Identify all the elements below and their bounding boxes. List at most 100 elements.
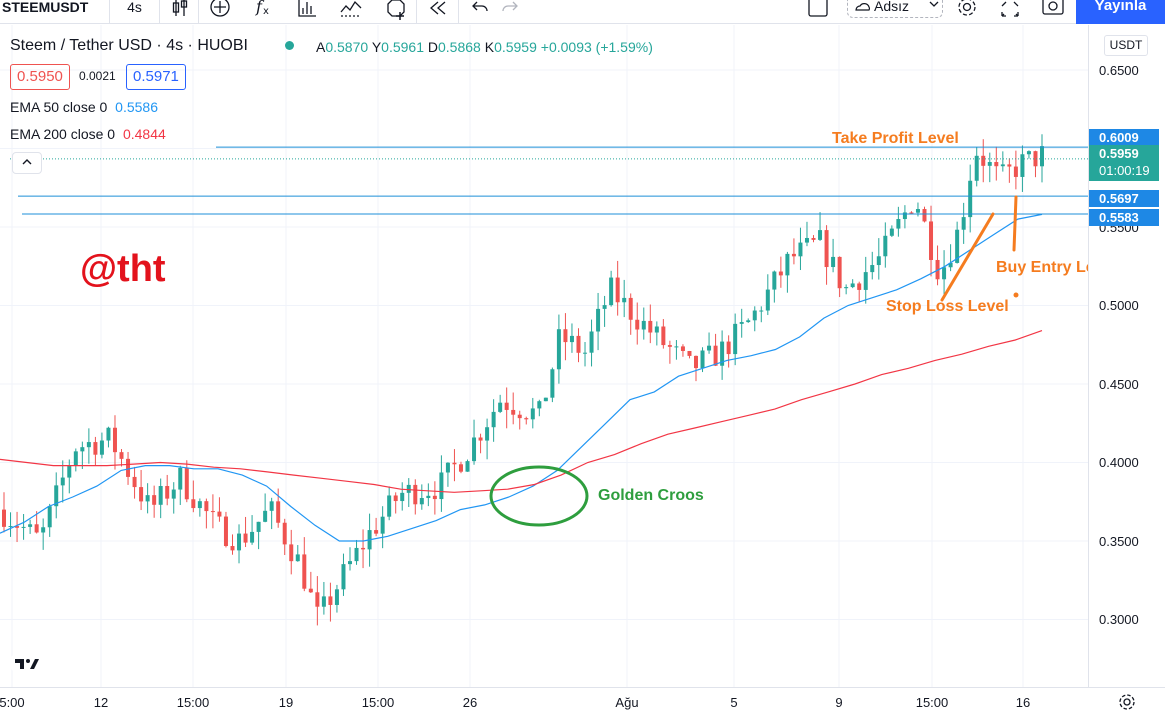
candle xyxy=(106,427,111,441)
candle xyxy=(844,287,849,289)
time-tick: 19 xyxy=(278,695,294,710)
time-tick: 9 xyxy=(835,695,843,710)
add-alert-icon[interactable] xyxy=(376,0,416,24)
candle xyxy=(700,350,705,369)
entry-arrow xyxy=(1012,195,1018,252)
sell-price-button[interactable]: 0.5950 xyxy=(10,64,70,90)
collapse-legend-button[interactable] xyxy=(12,152,42,174)
ema200-legend[interactable]: EMA 200 close 0 0.4844 xyxy=(10,126,166,142)
snapshot-icon[interactable] xyxy=(1033,0,1073,24)
candle xyxy=(850,283,855,288)
candle xyxy=(1040,146,1044,167)
candles-icon[interactable] xyxy=(160,0,200,24)
buy-price-button[interactable]: 0.5971 xyxy=(126,64,186,90)
candle xyxy=(955,229,960,263)
time-tick: 5 xyxy=(730,695,738,710)
time-tick: 15:00 xyxy=(361,695,395,710)
symbol-search-button[interactable]: STEEMUSDT xyxy=(0,0,110,24)
candle xyxy=(86,442,91,448)
undo-icon[interactable] xyxy=(460,0,500,24)
layout-name-button[interactable]: Adsız xyxy=(847,0,943,18)
layout-icon[interactable] xyxy=(798,0,838,24)
settings-icon[interactable] xyxy=(1117,692,1137,716)
candle xyxy=(641,320,646,330)
candle xyxy=(746,320,751,323)
high-value: 0.5961 xyxy=(381,39,424,55)
stop-loss-arrow xyxy=(940,212,995,302)
candle xyxy=(491,411,496,428)
candle xyxy=(961,217,966,230)
price-tick: 0.6500 xyxy=(1099,63,1139,78)
candle xyxy=(54,485,59,507)
candle xyxy=(2,509,6,527)
candle xyxy=(1026,151,1031,155)
candle xyxy=(889,228,894,236)
candle xyxy=(80,447,85,452)
candle xyxy=(635,319,640,330)
candle xyxy=(8,526,13,528)
annotation-dot xyxy=(1013,292,1019,298)
replay-icon[interactable] xyxy=(418,0,458,24)
candle xyxy=(909,212,914,214)
candle xyxy=(178,467,183,490)
candle xyxy=(1007,164,1012,167)
ema50-legend[interactable]: EMA 50 close 0 0.5586 xyxy=(10,99,158,115)
time-axis[interactable] xyxy=(0,687,1165,716)
ema50-value: 0.5586 xyxy=(115,99,158,115)
price-axis[interactable] xyxy=(1088,25,1165,687)
candle xyxy=(530,408,535,420)
candle xyxy=(667,345,672,347)
candle xyxy=(348,561,352,565)
candle xyxy=(583,352,588,354)
candle xyxy=(432,495,437,500)
candle xyxy=(334,589,339,605)
candle xyxy=(818,230,823,240)
candle xyxy=(250,531,255,543)
ema50-line xyxy=(0,213,1043,542)
candle xyxy=(733,323,738,355)
add-indicator-icon[interactable] xyxy=(200,0,240,24)
bar-countdown: 01:00:19 xyxy=(1099,163,1150,178)
ema50-label: EMA 50 close 0 xyxy=(10,99,108,115)
candle xyxy=(445,462,450,473)
price-tick: 0.4000 xyxy=(1099,455,1139,470)
chevron-up-icon xyxy=(22,159,32,165)
golden-cross-circle xyxy=(489,465,589,527)
candle xyxy=(831,256,836,268)
candle xyxy=(863,272,868,290)
settings-icon[interactable] xyxy=(947,0,987,24)
close-value: 0.5959 xyxy=(494,39,537,55)
candle xyxy=(308,588,313,593)
alert-icon[interactable] xyxy=(331,0,371,24)
candle xyxy=(67,465,72,478)
tradingview-logo[interactable] xyxy=(10,648,44,678)
currency-button[interactable]: USDT xyxy=(1104,35,1148,56)
candle xyxy=(974,155,979,181)
interval-button[interactable]: 4s xyxy=(110,0,160,24)
ema200-value: 0.4844 xyxy=(122,126,166,142)
candle xyxy=(119,452,124,459)
candle xyxy=(537,401,542,409)
candle xyxy=(47,506,52,528)
candle xyxy=(21,526,26,528)
candle xyxy=(837,256,842,289)
price-chart[interactable] xyxy=(0,25,1088,687)
candle xyxy=(223,516,228,547)
publish-button[interactable]: Yayınla xyxy=(1076,0,1165,24)
candle xyxy=(380,516,385,534)
candle xyxy=(439,472,444,500)
candle xyxy=(550,369,555,398)
candle xyxy=(171,489,176,499)
bar-chart-icon[interactable] xyxy=(287,0,327,24)
candle xyxy=(824,230,829,268)
chart-title: Steem / Tether USD · 4s · HUOBI xyxy=(10,37,248,54)
price-tick: 0.3000 xyxy=(1099,612,1139,627)
candle xyxy=(628,297,633,320)
ema200-line xyxy=(0,330,1043,493)
fullscreen-icon[interactable] xyxy=(990,0,1030,24)
stop-loss-note: Stop Loss Level xyxy=(886,298,1009,315)
redo-icon[interactable] xyxy=(490,0,530,24)
candle xyxy=(354,547,359,562)
candle xyxy=(361,547,366,550)
